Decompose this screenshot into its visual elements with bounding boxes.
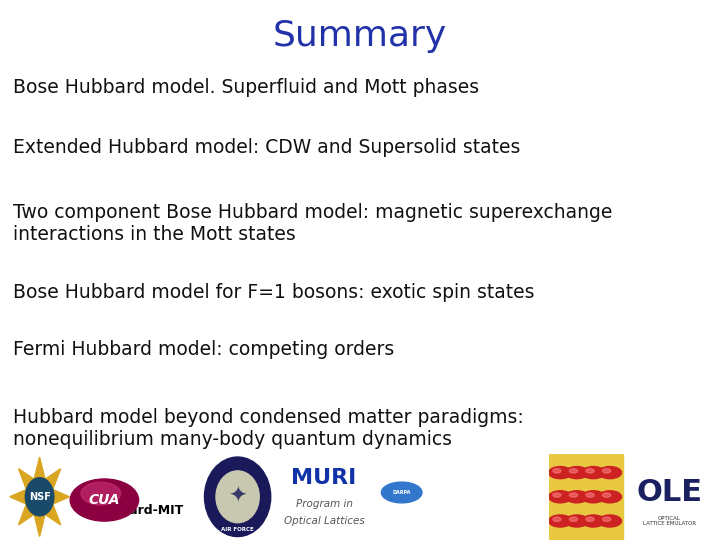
Circle shape — [553, 493, 561, 497]
Text: Fermi Hubbard model: competing orders: Fermi Hubbard model: competing orders — [13, 340, 395, 359]
Text: DSO: DSO — [439, 476, 526, 509]
Circle shape — [582, 515, 605, 527]
Ellipse shape — [81, 482, 121, 505]
Circle shape — [570, 493, 577, 497]
Circle shape — [549, 491, 572, 503]
Circle shape — [586, 493, 594, 497]
Text: Bose Hubbard model. Superfluid and Mott phases: Bose Hubbard model. Superfluid and Mott … — [13, 78, 479, 97]
Text: Optical Lattices: Optical Lattices — [284, 516, 364, 526]
Text: Hubbard model beyond condensed matter paradigms:
nonequilibrium many-body quantu: Hubbard model beyond condensed matter pa… — [13, 408, 523, 449]
Circle shape — [586, 517, 594, 522]
Ellipse shape — [71, 479, 138, 521]
Text: CUA: CUA — [89, 493, 120, 507]
Text: DARPA: DARPA — [387, 473, 420, 482]
Polygon shape — [10, 457, 69, 537]
Text: Harvard-MIT: Harvard-MIT — [96, 504, 184, 517]
Circle shape — [382, 482, 422, 503]
Circle shape — [570, 517, 577, 522]
Text: ✦: ✦ — [228, 487, 247, 507]
Text: MURI: MURI — [292, 468, 356, 488]
Circle shape — [603, 517, 611, 522]
Circle shape — [553, 517, 561, 522]
Circle shape — [603, 469, 611, 473]
Circle shape — [582, 467, 605, 478]
Text: DEFENSE SCIENCES OFFICE: DEFENSE SCIENCES OFFICE — [409, 524, 516, 530]
FancyBboxPatch shape — [549, 454, 623, 540]
Text: Two component Bose Hubbard model: magnetic superexchange
interactions in the Mot: Two component Bose Hubbard model: magnet… — [13, 202, 612, 244]
Circle shape — [565, 467, 588, 478]
Text: OLE: OLE — [636, 478, 703, 507]
Text: Summary: Summary — [273, 19, 447, 53]
Circle shape — [598, 515, 621, 527]
Circle shape — [598, 491, 621, 503]
Text: Program in: Program in — [295, 499, 353, 509]
Circle shape — [549, 467, 572, 478]
Circle shape — [582, 491, 605, 503]
Circle shape — [216, 471, 259, 523]
Text: AIR FORCE: AIR FORCE — [221, 527, 254, 532]
Circle shape — [553, 469, 561, 473]
Circle shape — [25, 478, 54, 516]
Circle shape — [204, 457, 271, 537]
Circle shape — [586, 469, 594, 473]
Text: NSF: NSF — [29, 492, 50, 502]
Circle shape — [549, 515, 572, 527]
Text: Bose Hubbard model for F=1 bosons: exotic spin states: Bose Hubbard model for F=1 bosons: exoti… — [13, 284, 534, 302]
Circle shape — [565, 515, 588, 527]
Text: Extended Hubbard model: CDW and Supersolid states: Extended Hubbard model: CDW and Supersol… — [13, 138, 521, 157]
Text: OPTICAL
LATTICE EMULATOR: OPTICAL LATTICE EMULATOR — [643, 516, 696, 526]
Circle shape — [598, 467, 621, 478]
Circle shape — [603, 493, 611, 497]
Circle shape — [565, 491, 588, 503]
Text: DARPA: DARPA — [392, 490, 411, 495]
Circle shape — [570, 469, 577, 473]
